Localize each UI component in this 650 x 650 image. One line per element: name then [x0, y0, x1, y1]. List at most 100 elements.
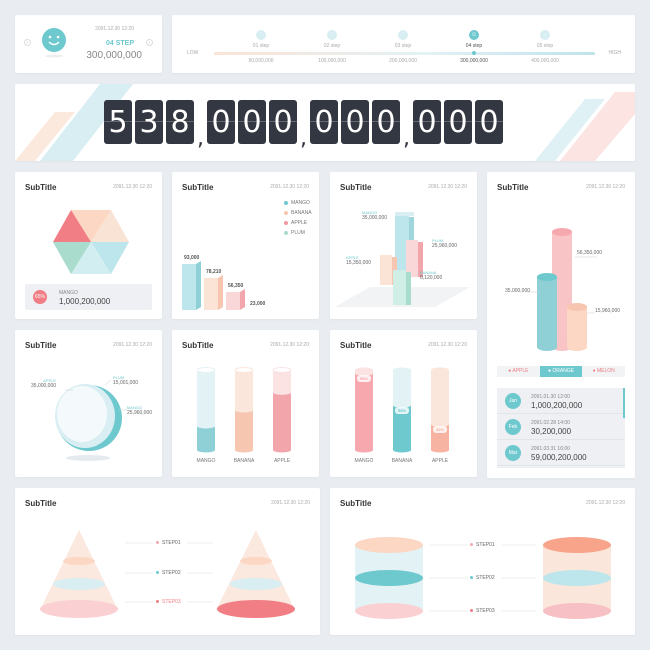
cyl-step-label: STEP03 — [470, 608, 495, 614]
step-marker[interactable]: · — [540, 30, 550, 40]
counter-digit: 0 — [238, 100, 266, 144]
gauge-badge: 32% — [433, 426, 447, 434]
hexagon-card: SubTitle 2091.12.30 12:20 65% MANGO 1,00… — [15, 172, 162, 319]
bar-side — [218, 275, 223, 310]
tube — [234, 367, 254, 453]
card-title: SubTitle — [25, 183, 57, 192]
step-label: 02 step — [323, 43, 341, 49]
list-item[interactable]: Feb 2091.02.28 14:00 30,200,000 — [497, 414, 625, 440]
card-title: SubTitle — [25, 341, 57, 350]
step-label: 05 step — [536, 43, 554, 49]
cone-card: SubTitle 2091.12.30 12:20 STEP01 STEP02 … — [15, 488, 320, 635]
legend-swatch — [284, 221, 288, 225]
status-date: 2091.12.30 12:20 — [95, 26, 134, 32]
counter-digit: 0 — [269, 100, 297, 144]
list-date: 2091.03.31 16:00 — [531, 446, 570, 452]
column-label: MANGO 35,000,000 — [362, 210, 388, 221]
legend-item: APPLE — [284, 220, 312, 226]
card-title: SubTitle — [340, 341, 372, 350]
list-value: 30,200,000 — [531, 427, 572, 436]
status-card: ‹ › 2091.12.30 12:20 04 STEP 300,000,000 — [15, 15, 162, 73]
bar-value-label: 23,000 — [250, 301, 266, 307]
column-label: APPLE 15,350,000 — [346, 255, 372, 266]
step-label: 04 step — [465, 43, 483, 49]
tab-apple[interactable]: ● APPLE — [497, 366, 540, 377]
gauge-cylinder — [431, 367, 449, 453]
counter-comma: , — [403, 126, 410, 151]
cyl-step-label: STEP02 — [470, 575, 495, 581]
step-value: 200,000,000 — [389, 58, 417, 64]
counter-digit: 0 — [444, 100, 472, 144]
step-marker[interactable]: · — [327, 30, 337, 40]
card-title: SubTitle — [497, 183, 529, 192]
card-date: 2091.12.30 12:20 — [270, 342, 309, 348]
gauge-badge: 96% — [357, 375, 371, 383]
counter-comma: , — [300, 126, 307, 151]
cone-step-label: STEP01 — [156, 540, 181, 546]
card-title: SubTitle — [340, 499, 372, 508]
sphere-label: PLUM 15,001,000 — [113, 375, 139, 386]
bar — [226, 292, 240, 310]
percent-badge: 65% — [33, 290, 47, 304]
counter-digit: 3 — [135, 100, 163, 144]
hexagon-summary: 65% MANGO 1,000,200,000 — [25, 284, 152, 310]
status-value: 300,000,000 — [86, 50, 142, 61]
prev-arrow-icon[interactable]: ‹ — [24, 39, 31, 46]
cyl-step-label: STEP01 — [470, 542, 495, 548]
cyl-label: 15,960,000 — [595, 308, 621, 314]
legend: MANGO BANANA APPLE PLUM — [284, 200, 312, 240]
step-track — [214, 52, 595, 55]
cylinder-list-card: SubTitle 2091.12.30 12:20 56,350,000 35,… — [487, 172, 635, 478]
counter-digit: 0 — [475, 100, 503, 144]
counter-digit: 8 — [166, 100, 194, 144]
bar-side — [262, 307, 267, 310]
list-item[interactable]: Mar 2091.03.31 16:00 59,000,200,000 — [497, 440, 625, 466]
sphere-label: APPLE 35,000,000 — [31, 378, 57, 389]
legend-item: BANANA — [284, 210, 312, 216]
bar-chart — [182, 261, 267, 310]
card-date: 2091.12.30 12:20 — [113, 184, 152, 190]
tube-card-1: SubTitle 2091.12.30 12:20 MANGO BANANA APP… — [172, 330, 319, 477]
cylinder-gauge-chart — [355, 367, 449, 453]
sphere-card: SubTitle 2091.12.30 12:20 APPLE 35,000,00… — [15, 330, 162, 477]
step-marker[interactable]: · — [256, 30, 266, 40]
column-label: PLUM 25,960,000 — [432, 238, 458, 249]
month-badge: Feb — [505, 419, 521, 435]
legend-label: PLUM — [291, 230, 305, 236]
bar-card: SubTitle 2091.12.30 12:20 MANGO BANANA APP… — [172, 172, 319, 319]
tab-orange[interactable]: ● ORANGE — [539, 366, 583, 377]
counter-decoration — [15, 84, 635, 161]
counter-digit: 5 — [104, 100, 132, 144]
counter-digit: 0 — [341, 100, 369, 144]
step-label: 01 step — [252, 43, 270, 49]
bar — [204, 278, 218, 310]
list-value: 1,000,200,000 — [531, 401, 583, 410]
scrollbar[interactable] — [623, 388, 625, 418]
bar-value-label: 93,000 — [184, 255, 200, 261]
status-step: 04 STEP — [105, 40, 134, 47]
card-date: 2091.12.30 12:20 — [113, 342, 152, 348]
hexagon-chart — [53, 210, 129, 274]
high-label: HIGH — [608, 50, 622, 56]
counter-comma: , — [197, 126, 204, 151]
legend-swatch — [284, 231, 288, 235]
tube-card-2: SubTitle 2091.12.30 12:20 96% MANGO 56% BAN… — [330, 330, 477, 477]
column-label: BANANA 8,120,000 — [420, 270, 443, 281]
gauge-label: BANANA — [391, 458, 413, 464]
layer-cylinder-card: SubTitle 2091.12.30 12:20 STEP01 STEP02 … — [330, 488, 635, 635]
list-value: 59,000,200,000 — [531, 453, 587, 462]
month-badge: Jan — [505, 393, 521, 409]
next-arrow-icon[interactable]: › — [146, 39, 153, 46]
list-item[interactable]: Jan 2091.01.30 12:00 1,000,200,000 — [497, 388, 625, 414]
card-date: 2091.12.30 12:20 — [428, 184, 467, 190]
step-bar-card: LOW HIGH · 01 step 50,000,000 · 02 step 100,0… — [172, 15, 635, 73]
step-value: 300,000,000 — [460, 58, 488, 64]
legend-label: APPLE — [291, 220, 308, 226]
tube — [272, 367, 292, 453]
step-active-dot — [472, 51, 476, 55]
step-marker[interactable]: ☺ — [469, 30, 479, 40]
summary-value: 1,000,200,000 — [59, 297, 111, 306]
step-marker[interactable]: · — [398, 30, 408, 40]
tab-melon[interactable]: ● MELON — [582, 366, 626, 377]
